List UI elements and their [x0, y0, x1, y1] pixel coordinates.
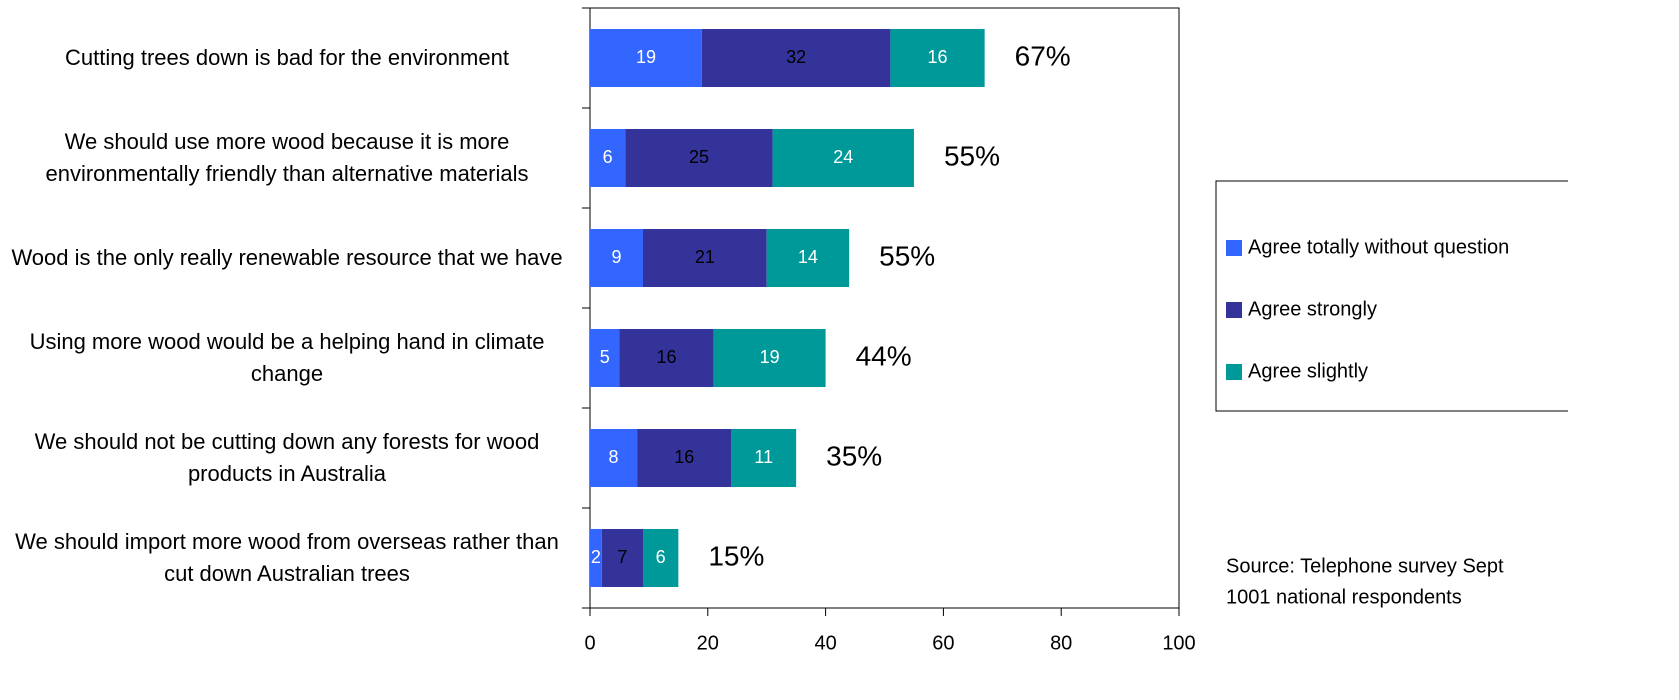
total-label: 55%: [879, 240, 935, 271]
bar-segment: [713, 329, 826, 387]
bar-segment: [731, 429, 797, 487]
bar-segment: [643, 229, 767, 287]
total-label: 44%: [856, 340, 912, 371]
category-label: Cutting trees down is bad for the enviro…: [65, 45, 509, 70]
data-label: 16: [674, 447, 694, 467]
bar-segment: [590, 229, 644, 287]
legend-label: Agree slightly: [1248, 360, 1368, 382]
bar-segment: [619, 329, 714, 387]
legend-swatch: [1226, 364, 1242, 380]
category-label: Using more wood would be a helping hand …: [29, 329, 545, 386]
legend-label: Agree strongly: [1248, 298, 1377, 320]
data-label: 6: [656, 547, 666, 567]
bar-segment: [590, 29, 702, 87]
data-label: 16: [927, 47, 947, 67]
category-label: We should not be cutting down any forest…: [34, 429, 540, 486]
bar-segment: [772, 129, 914, 187]
data-label: 19: [636, 47, 656, 67]
bar-segment: [766, 229, 850, 287]
legend-swatch: [1226, 240, 1242, 256]
bar-segment: [625, 129, 773, 187]
bar-segment: [601, 529, 644, 587]
bar-segment: [590, 529, 602, 587]
legend-swatch: [1226, 302, 1242, 318]
category-label: We should use more wood because it is mo…: [45, 129, 529, 186]
data-label: 11: [754, 447, 773, 467]
chart-body: Source: Telephone survey Sept 1001 natio…: [582, 7, 1568, 654]
data-label: 2: [591, 547, 601, 567]
bar-segment: [890, 29, 985, 87]
bar-segment: [643, 529, 679, 587]
total-label: 55%: [944, 140, 1000, 171]
category-label: We should import more wood from overseas…: [15, 529, 559, 586]
data-label: 5: [600, 347, 610, 367]
bar-segment: [590, 129, 626, 187]
x-tick-label: 0: [584, 632, 595, 654]
data-label: 32: [786, 47, 806, 67]
data-label: 21: [695, 247, 715, 267]
data-label: 19: [760, 347, 780, 367]
plot-frame: [589, 7, 1180, 609]
total-label: 35%: [826, 440, 882, 471]
data-label: 6: [603, 147, 613, 167]
x-tick-label: 20: [697, 632, 719, 654]
data-label: 16: [657, 347, 677, 367]
bar-segment: [590, 329, 620, 387]
data-label: 25: [689, 147, 709, 167]
legend-box: [1215, 180, 1568, 412]
source-note: Source: Telephone survey Sept: [1226, 555, 1504, 577]
data-label: 24: [833, 147, 853, 167]
source-note: 1001 national respondents: [1226, 586, 1462, 608]
bar-segment: [701, 29, 891, 87]
data-label: 9: [611, 247, 621, 267]
legend-label: Agree totally without question: [1248, 236, 1509, 258]
total-label: 67%: [1015, 40, 1071, 71]
data-label: 8: [609, 447, 619, 467]
x-tick-label: 40: [814, 632, 836, 654]
total-label: 15%: [708, 540, 764, 571]
data-label: 7: [617, 547, 627, 567]
x-tick-label: 60: [932, 632, 954, 654]
bar-segment: [590, 429, 638, 487]
bar-segment: [637, 429, 732, 487]
x-tick-label: 80: [1050, 632, 1072, 654]
category-label: Wood is the only really renewable resour…: [11, 245, 563, 270]
x-tick-label: 100: [1162, 632, 1195, 654]
data-label: 14: [798, 247, 818, 267]
